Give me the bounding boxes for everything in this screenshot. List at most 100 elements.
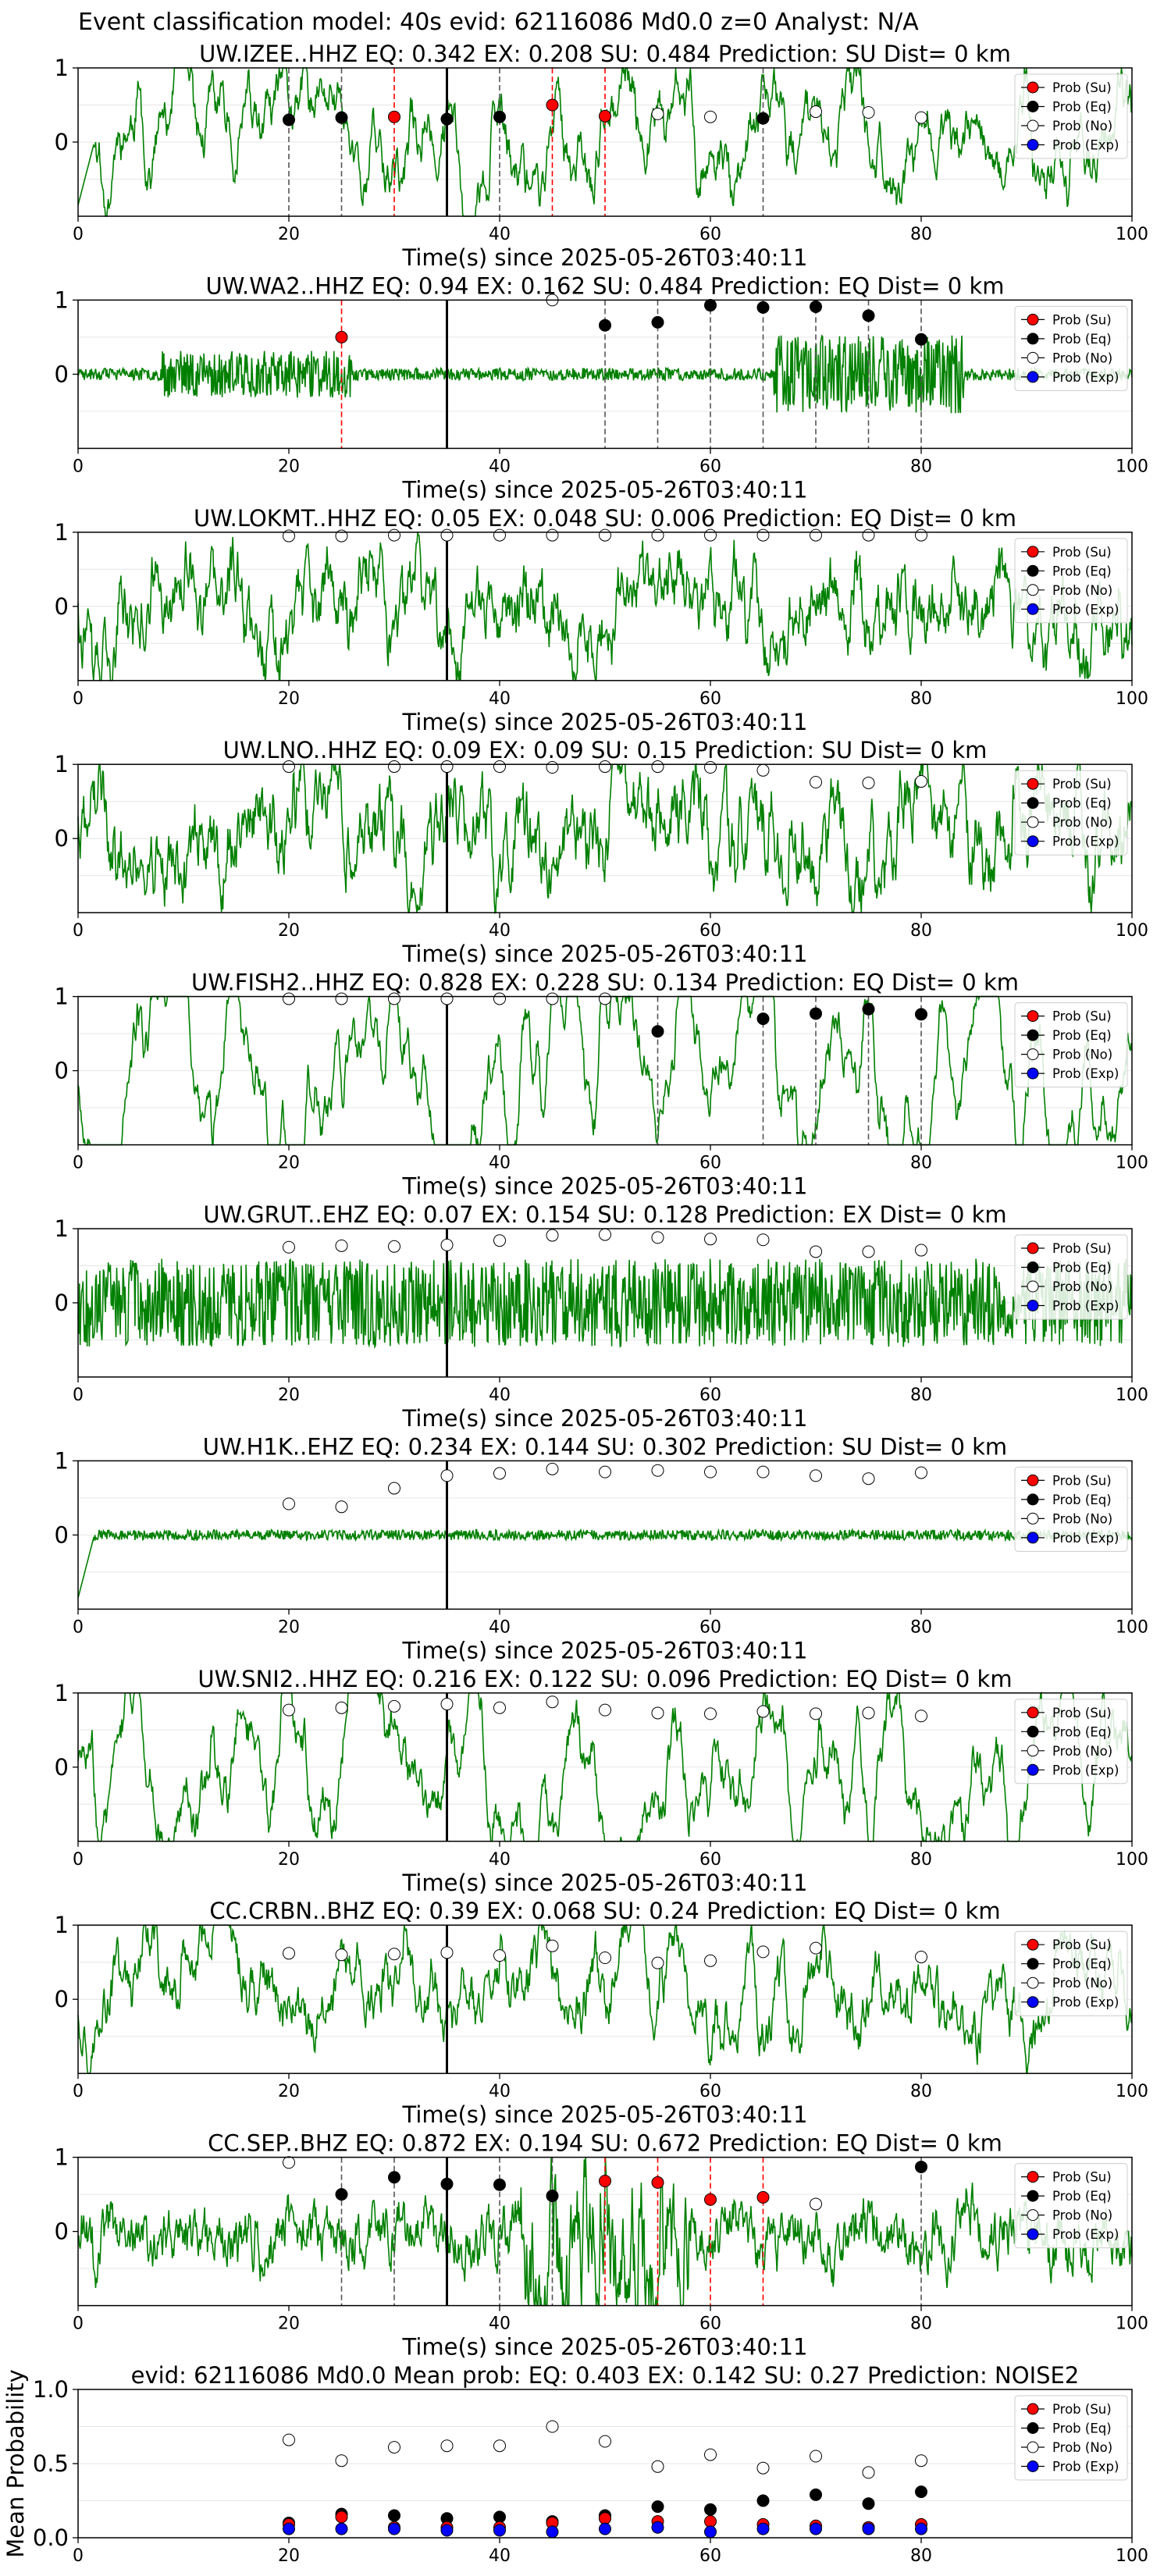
- legend-marker-eq: [1027, 1493, 1039, 1506]
- legend-label: Prob (Exp): [1052, 138, 1119, 153]
- legend-marker-eq: [1027, 1958, 1039, 1970]
- panel-title: CC.SEP..BHZ EQ: 0.872 EX: 0.194 SU: 0.67…: [208, 2130, 1002, 2157]
- legend: Prob (Su) Prob (Eq) Prob (No) Prob (Exp): [1014, 73, 1128, 159]
- legend-marker-su: [1027, 1242, 1039, 1254]
- y-tick-label: 0: [55, 593, 69, 620]
- prob-marker-no: [651, 1706, 664, 1720]
- panel-6: UW.GRUT..EHZ EQ: 0.07 EX: 0.154 SU: 0.12…: [55, 1201, 1148, 1432]
- y-tick-label: 0: [55, 2218, 69, 2245]
- legend-marker-su: [1027, 2171, 1039, 2183]
- prob-marker-no: [388, 992, 400, 1005]
- x-tick-label: 0: [73, 457, 84, 476]
- legend-label: Prob (Su): [1052, 80, 1112, 95]
- legend: Prob (Su) Prob (Eq) Prob (No) Prob (Exp): [1014, 2163, 1128, 2249]
- prob-marker-eq: [440, 2177, 454, 2190]
- panel-4: UW.LNO..HHZ EQ: 0.09 EX: 0.09 SU: 0.15 P…: [55, 737, 1148, 967]
- x-tick-label: 40: [489, 2082, 511, 2101]
- legend-label: Prob (Eq): [1052, 1724, 1112, 1739]
- mean-prob-marker-exp: [704, 2525, 717, 2539]
- x-tick-label: 20: [278, 1617, 300, 1637]
- prob-marker-no: [388, 1482, 400, 1495]
- mean-prob-marker-no: [810, 2450, 822, 2463]
- y-tick-label: 0.5: [33, 2450, 69, 2477]
- prob-marker-eq: [283, 113, 295, 126]
- prob-marker-no: [599, 1952, 611, 1964]
- legend-label: Prob (Su): [1052, 312, 1112, 327]
- x-tick-label: 0: [73, 1154, 84, 1173]
- mean-prob-marker-no: [915, 2454, 927, 2467]
- panel-7: UW.H1K..EHZ EQ: 0.234 EX: 0.144 SU: 0.30…: [55, 1433, 1148, 1663]
- prob-marker-no: [862, 1706, 875, 1720]
- x-tick-label: 60: [699, 1617, 721, 1637]
- mean-prob-marker-eq: [388, 2509, 400, 2522]
- legend-label: Prob (Exp): [1052, 2460, 1119, 2475]
- legend-box: [1014, 1466, 1128, 1552]
- x-tick-label: 0: [73, 2082, 84, 2101]
- x-tick-label: 60: [699, 2082, 721, 2101]
- legend-label: Prob (Exp): [1052, 834, 1119, 849]
- legend-marker-su: [1027, 1938, 1039, 1951]
- prob-marker-no: [283, 760, 295, 774]
- y-tick-label: 1: [55, 286, 69, 313]
- mean-prob-marker-eq: [756, 2494, 770, 2507]
- prob-marker-no: [915, 1951, 927, 1964]
- mean-prob-marker-no: [756, 2461, 770, 2475]
- prob-marker-no: [599, 528, 611, 542]
- legend-marker-su: [1027, 313, 1039, 326]
- prob-marker-no: [335, 1239, 348, 1252]
- x-tick-label: 20: [278, 1386, 300, 1405]
- x-tick-label: 80: [910, 2314, 932, 2334]
- prob-marker-no: [388, 1948, 400, 1961]
- prob-marker-no: [915, 1244, 927, 1257]
- legend-label: Prob (No): [1052, 1279, 1112, 1294]
- panel-2: UW.WA2..HHZ EQ: 0.94 EX: 0.162 SU: 0.484…: [55, 272, 1148, 503]
- legend-marker-exp: [1027, 2460, 1039, 2472]
- mean-prob-marker-eq: [651, 2500, 664, 2514]
- mean-prob-marker-exp: [335, 2522, 348, 2535]
- mean-prob-marker-exp: [440, 2524, 454, 2537]
- prob-marker-no: [493, 1234, 506, 1247]
- x-tick-label: 40: [489, 1386, 511, 1405]
- mean-prob-marker-eq: [493, 2510, 506, 2524]
- mean-prob-marker-su: [335, 2510, 348, 2524]
- panel-title: UW.IZEE..HHZ EQ: 0.342 EX: 0.208 SU: 0.4…: [199, 41, 1011, 67]
- prob-marker-eq: [756, 301, 770, 314]
- legend-marker-no: [1027, 2441, 1039, 2453]
- legend-marker-eq: [1027, 101, 1039, 112]
- x-tick-label: 20: [278, 2546, 300, 2566]
- prob-marker-no: [440, 1698, 454, 1711]
- mean-prob-marker-exp: [810, 2522, 822, 2535]
- y-tick-label: 0: [55, 825, 69, 852]
- x-tick-label: 20: [278, 2082, 300, 2101]
- prob-marker-no: [599, 1465, 611, 1478]
- prob-marker-su: [546, 98, 559, 112]
- panel-title: UW.GRUT..EHZ EQ: 0.07 EX: 0.154 SU: 0.12…: [203, 1201, 1006, 1228]
- panel-title: UW.LOKMT..HHZ EQ: 0.05 EX: 0.048 SU: 0.0…: [194, 505, 1016, 532]
- x-axis-label: Time(s) since 2025-05-26T03:40:11: [402, 2101, 808, 2128]
- legend: Prob (Su) Prob (Eq) Prob (No) Prob (Exp): [1014, 1466, 1128, 1552]
- mean-prob-marker-eq: [862, 2497, 875, 2510]
- legend-label: Prob (Eq): [1052, 1957, 1112, 1972]
- legend: Prob (Su) Prob (Eq) Prob (No) Prob (Exp): [1014, 1930, 1128, 2016]
- prob-marker-eq: [651, 315, 664, 329]
- prob-marker-eq: [493, 110, 506, 123]
- legend-box: [1014, 770, 1128, 856]
- x-tick-label: 40: [489, 689, 511, 709]
- panel-title: evid: 62116086 Md0.0 Mean prob: EQ: 0.40…: [131, 2362, 1080, 2389]
- x-tick-label: 40: [489, 1154, 511, 1173]
- prob-marker-no: [599, 1703, 611, 1717]
- prob-marker-no: [546, 761, 559, 774]
- prob-marker-no: [810, 1707, 822, 1720]
- prob-marker-no: [283, 529, 295, 543]
- legend-label: Prob (No): [1052, 119, 1112, 133]
- legend-label: Prob (Su): [1052, 1937, 1112, 1952]
- prob-marker-no: [335, 1948, 348, 1962]
- x-tick-label: 100: [1116, 1386, 1148, 1405]
- legend-box: [1014, 2163, 1128, 2249]
- prob-marker-eq: [335, 111, 348, 124]
- prob-marker-no: [335, 529, 348, 543]
- mean-prob-marker-no: [862, 2466, 875, 2479]
- prob-marker-no: [704, 1233, 717, 1246]
- prob-marker-su: [651, 2176, 664, 2189]
- prob-marker-no: [651, 107, 664, 120]
